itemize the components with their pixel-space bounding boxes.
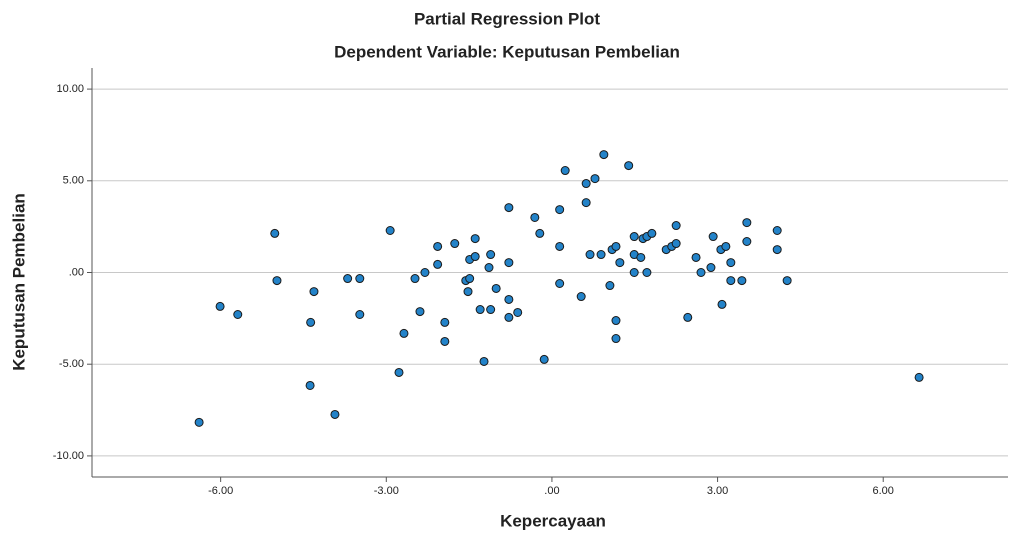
point (504, 312, 514, 322)
point (721, 241, 731, 251)
x-tick-label: .00 (544, 485, 559, 497)
point (215, 301, 225, 311)
point (305, 380, 315, 390)
y-tick-label: .00 (69, 266, 84, 278)
point (576, 292, 586, 302)
point (463, 287, 473, 297)
point (772, 225, 782, 235)
point (486, 250, 496, 260)
point (782, 276, 792, 286)
point (394, 367, 404, 377)
point (596, 250, 606, 260)
point (486, 305, 496, 315)
point (615, 258, 625, 268)
point (555, 205, 565, 215)
chart-subtitle: Dependent Variable: Keputusan Pembelian (334, 42, 680, 61)
point (399, 328, 409, 338)
point (194, 417, 204, 427)
point (717, 299, 727, 309)
point (726, 258, 736, 268)
point (629, 232, 639, 242)
point (343, 274, 353, 284)
point (272, 276, 282, 286)
point (555, 279, 565, 289)
y-tick-label: 10.00 (56, 83, 84, 95)
point (415, 307, 425, 317)
point (647, 228, 657, 238)
x-tick-label: 3.00 (707, 485, 728, 497)
point (696, 268, 706, 277)
x-tick-label: -3.00 (374, 485, 399, 497)
point (479, 356, 489, 366)
point (433, 259, 443, 269)
point (539, 354, 549, 364)
point (585, 250, 595, 260)
point (590, 174, 600, 184)
point (355, 274, 365, 284)
point (581, 198, 591, 208)
point (450, 239, 460, 249)
point (624, 161, 634, 171)
y-tick-label: 5.00 (63, 175, 84, 187)
point (742, 237, 752, 247)
point (636, 252, 646, 262)
point (683, 312, 693, 322)
point (504, 258, 514, 268)
point (914, 372, 924, 382)
point (355, 310, 365, 320)
point (691, 252, 701, 262)
point (420, 268, 430, 277)
point (440, 336, 450, 346)
point (599, 150, 609, 160)
point (611, 316, 621, 326)
point (671, 221, 681, 231)
point (535, 228, 545, 238)
point (726, 276, 736, 286)
point (491, 283, 501, 293)
point (611, 241, 621, 251)
point (440, 317, 450, 327)
point (611, 334, 621, 344)
chart-title: Partial Regression Plot (414, 9, 600, 28)
point (470, 234, 480, 244)
point (605, 281, 615, 291)
point (581, 179, 591, 189)
point (706, 263, 716, 273)
point (385, 225, 395, 235)
point (560, 166, 570, 176)
point (737, 276, 747, 286)
point (410, 274, 420, 284)
point (513, 307, 523, 317)
point (504, 294, 514, 304)
point (330, 409, 340, 419)
point (475, 305, 485, 315)
point (708, 232, 718, 242)
point (642, 268, 652, 277)
x-tick-label: 6.00 (873, 485, 894, 497)
point (484, 263, 494, 273)
point (306, 317, 316, 327)
point (233, 310, 243, 320)
y-axis-label: Keputusan Pembelian (9, 193, 28, 371)
point (530, 212, 540, 222)
point (433, 241, 443, 251)
point (555, 241, 565, 251)
x-tick-label: -6.00 (208, 485, 233, 497)
point (470, 252, 480, 262)
y-tick-label: -10.00 (53, 450, 84, 462)
point (465, 274, 475, 284)
y-tick-label: -5.00 (59, 358, 84, 370)
point (504, 203, 514, 213)
point (270, 228, 280, 238)
point (671, 239, 681, 249)
point (309, 287, 319, 297)
point (742, 218, 752, 228)
point (629, 268, 639, 277)
x-axis-label: Kepercayaan (500, 511, 606, 530)
point (772, 245, 782, 255)
